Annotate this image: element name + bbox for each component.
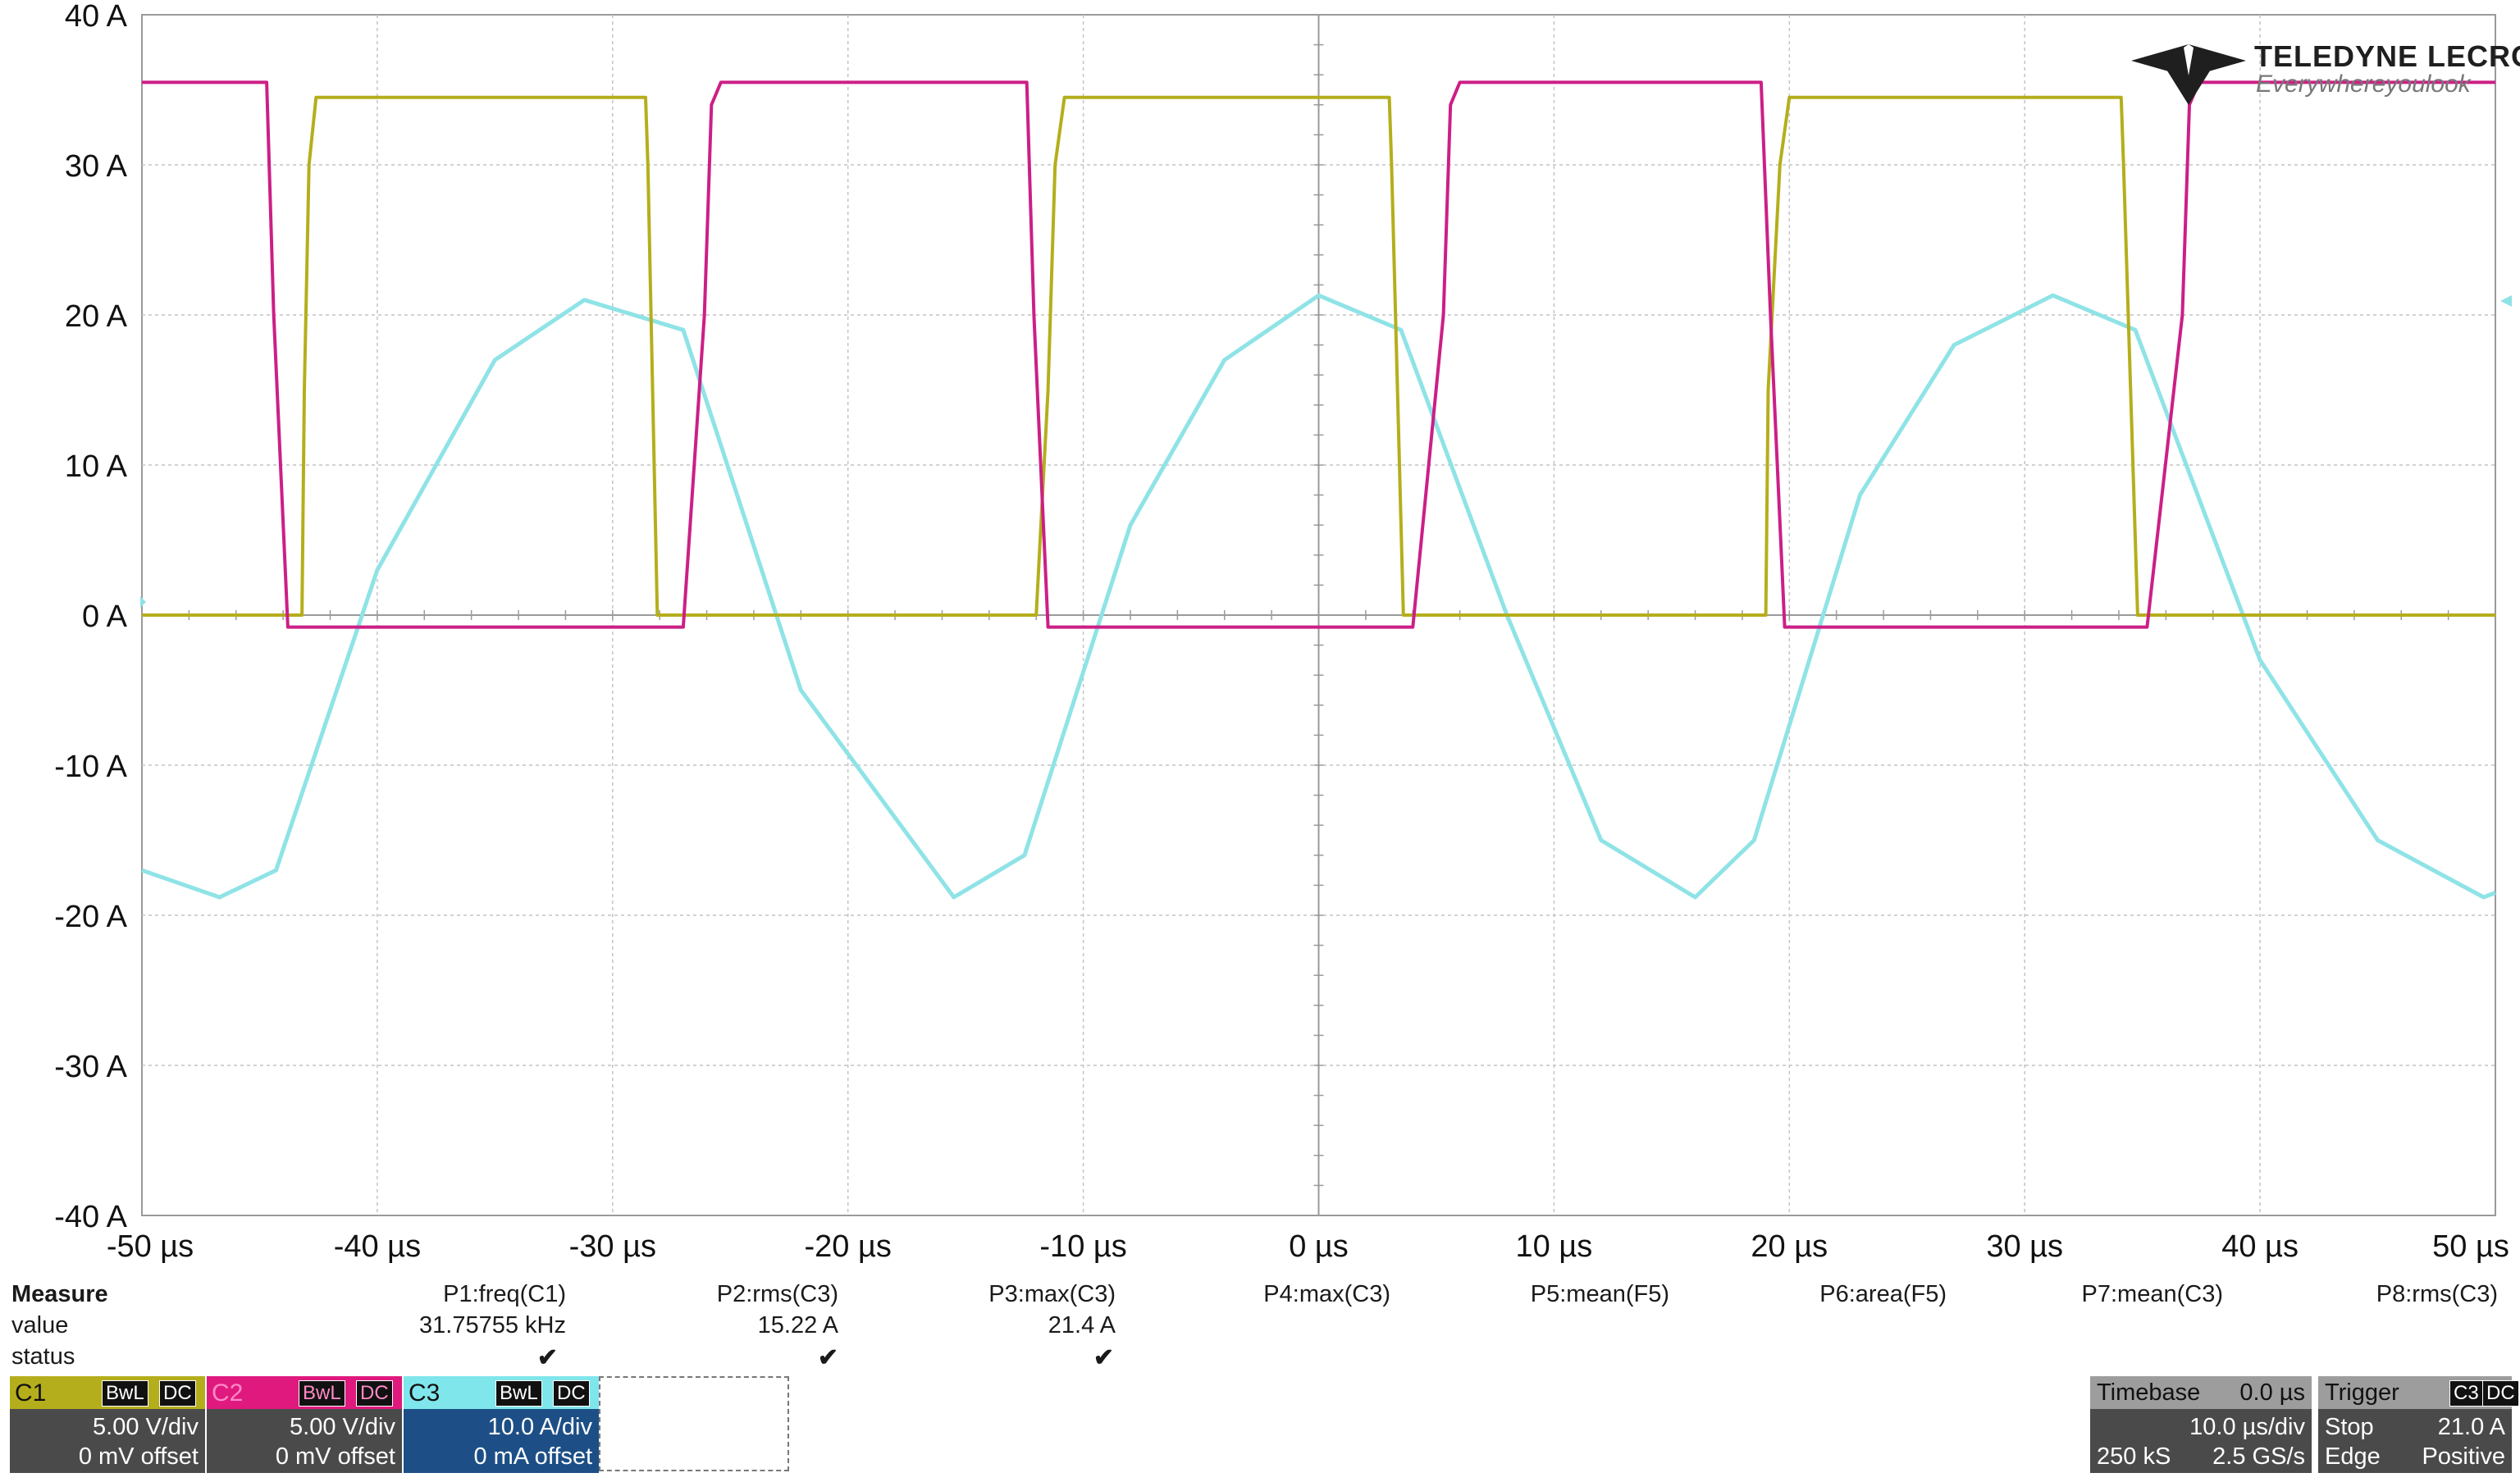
- y-tick-label: -20 A: [54, 900, 127, 934]
- brand-logo: TELEDYNE LECROY Everywhereyoulook: [2131, 36, 2520, 105]
- trigger-slope: Positive: [2422, 1443, 2505, 1470]
- timebase-label: Timebase: [2097, 1379, 2201, 1406]
- bwl-badge: BwL: [299, 1380, 345, 1407]
- channel-c3-scale: 10.0 A/div: [487, 1414, 592, 1440]
- param-value-p2: 15.22 A: [757, 1312, 838, 1338]
- channel-c1-box[interactable]: C1 BwL DC 5.00 V/div 0 mV offset: [10, 1376, 205, 1473]
- param-value-p1: 31.75755 kHz: [419, 1312, 566, 1338]
- channel-c1-header: C1 BwL DC: [10, 1376, 205, 1409]
- brand-tagline: Everywhereyoulook: [2256, 71, 2471, 98]
- trigger-header: Trigger C3 DC: [2318, 1376, 2519, 1409]
- trigger-source-badge: C3: [2449, 1380, 2483, 1407]
- param-name-p7[interactable]: P7:mean(C3): [2081, 1281, 2223, 1307]
- param-name-p4[interactable]: P4:max(C3): [1263, 1281, 1390, 1307]
- measure-table: Measure P1:freq(C1) P2:rms(C3) P3:max(C3…: [0, 1281, 2520, 1379]
- trigger-label: Trigger: [2325, 1379, 2399, 1406]
- status-check-icon: ✔: [1093, 1344, 1114, 1371]
- x-tick-label: 10 µs: [1516, 1229, 1593, 1264]
- y-tick-label: 0 A: [82, 600, 128, 634]
- status-check-icon: ✔: [536, 1344, 558, 1371]
- coupling-badge: DC: [356, 1380, 393, 1407]
- channel-c2-offset: 0 mV offset: [275, 1443, 395, 1470]
- measure-header-row: Measure P1:freq(C1) P2:rms(C3) P3:max(C3…: [0, 1281, 2520, 1312]
- trace-c3: [141, 293, 2496, 900]
- graticule-grid: [141, 14, 2496, 1216]
- x-tick-label: 40 µs: [2221, 1229, 2299, 1264]
- channel-c3-offset: 0 mA offset: [473, 1443, 592, 1470]
- trigger-coupling-badge: DC: [2482, 1380, 2519, 1407]
- x-tick-label: -20 µs: [805, 1229, 892, 1264]
- channel-c1-name: C1: [15, 1379, 47, 1407]
- trigger-panel[interactable]: Trigger C3 DC Stop 21.0 A Edge Positive: [2318, 1376, 2519, 1473]
- channel-c2-box[interactable]: C2 BwL DC 5.00 V/div 0 mV offset: [207, 1376, 402, 1473]
- param-name-p2[interactable]: P2:rms(C3): [716, 1281, 838, 1307]
- channel-c2-header: C2 BwL DC: [207, 1376, 402, 1409]
- trigger-mode: Stop: [2325, 1414, 2374, 1440]
- y-tick-label: -40 A: [54, 1200, 127, 1234]
- status-check-icon: ✔: [817, 1344, 838, 1371]
- x-tick-label: -50 µs: [107, 1229, 194, 1264]
- status-row-label: status: [11, 1343, 75, 1370]
- channel-c3-name: C3: [409, 1379, 441, 1407]
- value-row-label: value: [11, 1312, 69, 1338]
- y-tick-label: 30 A: [65, 149, 128, 184]
- x-tick-label: -40 µs: [334, 1229, 421, 1264]
- scope-display: 40 A30 A20 A10 A0 A-10 A-20 A-30 A-40 A …: [54, 0, 2512, 1264]
- channel-c2-scale: 5.00 V/div: [290, 1414, 395, 1440]
- bwl-badge: BwL: [495, 1380, 542, 1407]
- channel-c3-header: C3 BwL DC: [404, 1376, 599, 1409]
- param-value-p3: 21.4 A: [1048, 1312, 1116, 1338]
- y-tick-label: -10 A: [54, 750, 127, 784]
- empty-channel-slot[interactable]: [599, 1376, 789, 1471]
- timebase-rate: 2.5 GS/s: [2212, 1443, 2305, 1470]
- param-name-p1[interactable]: P1:freq(C1): [443, 1281, 566, 1307]
- lecroy-logo-icon: [2131, 44, 2246, 105]
- waveform-traces: [141, 80, 2496, 900]
- trigger-level-marker[interactable]: [2500, 295, 2512, 307]
- channel-c1-scale: 5.00 V/div: [93, 1414, 199, 1440]
- param-name-p5[interactable]: P5:mean(F5): [1530, 1281, 1669, 1307]
- ground-marker[interactable]: [140, 596, 146, 608]
- x-tick-label: 20 µs: [1751, 1229, 1828, 1264]
- x-tick-label: -30 µs: [569, 1229, 656, 1264]
- y-tick-label: 40 A: [65, 0, 128, 34]
- trigger-level: 21.0 A: [2437, 1414, 2505, 1440]
- timebase-panel[interactable]: Timebase 0.0 µs 10.0 µs/div 250 kS 2.5 G…: [2090, 1376, 2312, 1473]
- y-axis-labels: 40 A 30 A 20 A 10 A 0 A -10 A -20 A -30 A -40 A: [54, 0, 127, 1234]
- x-tick-label: -10 µs: [1039, 1229, 1126, 1264]
- timebase-samples: 250 kS: [2097, 1443, 2171, 1470]
- coupling-badge: DC: [159, 1380, 196, 1407]
- channel-c3-box[interactable]: C3 BwL DC 10.0 A/div 0 mA offset: [404, 1376, 599, 1473]
- y-tick-label: 20 A: [65, 299, 128, 334]
- y-tick-label: -30 A: [54, 1050, 127, 1084]
- coupling-badge: DC: [553, 1380, 590, 1407]
- timebase-scale: 10.0 µs/div: [2189, 1414, 2305, 1440]
- param-name-p8[interactable]: P8:rms(C3): [2376, 1281, 2498, 1307]
- timebase-header: Timebase 0.0 µs: [2090, 1376, 2312, 1409]
- x-axis-labels: -50 µs -40 µs -30 µs -20 µs -10 µs 0 µs 10 µs 2…: [107, 1229, 2509, 1264]
- trigger-type: Edge: [2325, 1443, 2381, 1470]
- channel-c1-offset: 0 mV offset: [78, 1443, 199, 1470]
- measure-status-row: status ✔ ✔ ✔: [0, 1343, 2520, 1375]
- brand-name: TELEDYNE LECROY: [2254, 39, 2520, 73]
- timebase-delay: 0.0 µs: [2239, 1379, 2305, 1406]
- trace-c1: [142, 95, 2495, 617]
- y-tick-label: 10 A: [65, 449, 128, 484]
- channel-c2-name: C2: [212, 1379, 244, 1407]
- x-tick-label: 50 µs: [2432, 1229, 2509, 1264]
- x-tick-label: 0 µs: [1289, 1229, 1349, 1264]
- measure-title: Measure: [11, 1281, 108, 1307]
- measure-value-row: value 31.75755 kHz 15.22 A 21.4 A: [0, 1312, 2520, 1343]
- param-name-p3[interactable]: P3:max(C3): [988, 1281, 1116, 1307]
- trace-c2: [142, 80, 2495, 629]
- bwl-badge: BwL: [102, 1380, 148, 1407]
- param-name-p6[interactable]: P6:area(F5): [1819, 1281, 1947, 1307]
- x-tick-label: 30 µs: [1986, 1229, 2063, 1264]
